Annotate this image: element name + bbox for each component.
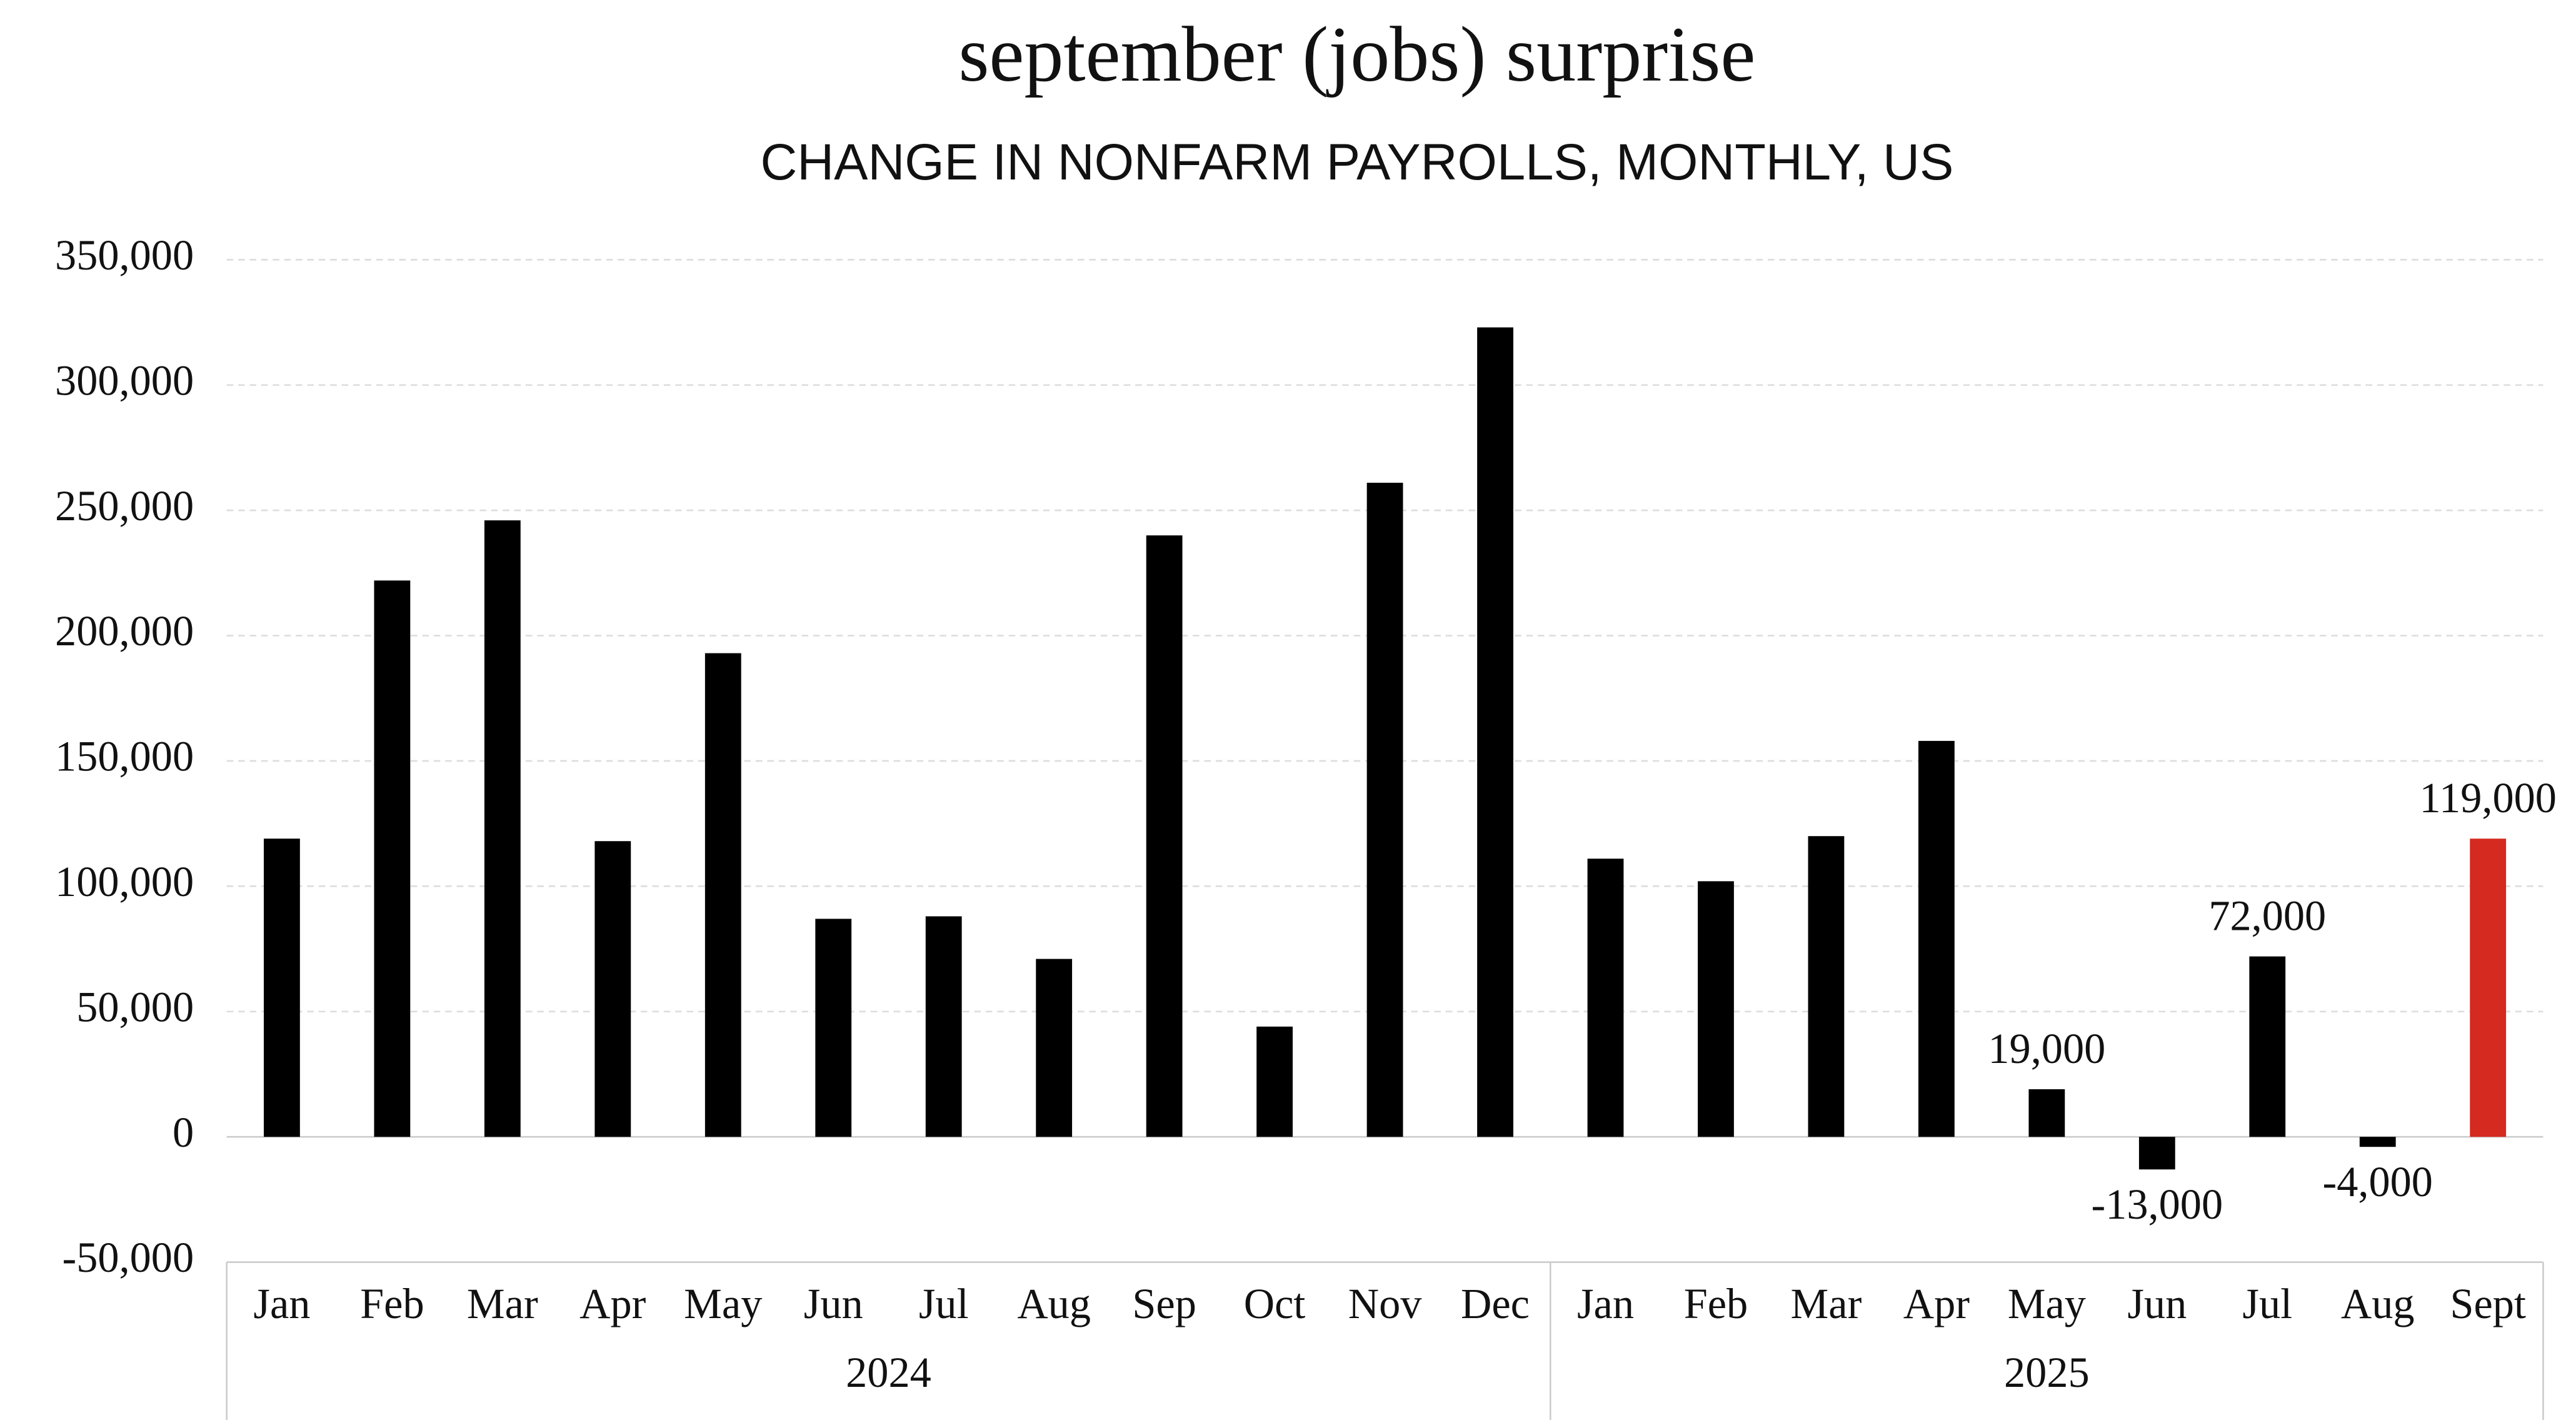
- value-label: -4,000: [2322, 1158, 2432, 1206]
- value-label: 119,000: [2419, 774, 2557, 822]
- bar: [925, 916, 962, 1137]
- x-tick-label: Feb: [1684, 1280, 1748, 1327]
- bar: [1918, 740, 1955, 1137]
- x-tick-label: Jan: [1577, 1280, 1634, 1327]
- y-tick-label: 100,000: [55, 858, 194, 905]
- bar: [1366, 483, 1403, 1137]
- bar: [1698, 881, 1734, 1137]
- x-tick-label: Feb: [360, 1280, 424, 1327]
- bar: [704, 653, 741, 1137]
- y-tick-label: 300,000: [55, 356, 194, 404]
- x-tick-label: Mar: [467, 1280, 538, 1327]
- bar: [1808, 836, 1845, 1137]
- x-tick-label: May: [2008, 1280, 2086, 1327]
- y-tick-label: 200,000: [55, 607, 194, 655]
- x-tick-label: Jun: [2127, 1280, 2187, 1327]
- x-tick-label: Sep: [1132, 1280, 1196, 1327]
- chart-title: september (jobs) surprise: [958, 11, 1755, 98]
- bar: [2138, 1137, 2175, 1170]
- x-tick-label: Jul: [919, 1280, 969, 1327]
- y-tick-label: 350,000: [55, 231, 194, 279]
- value-label: 19,000: [1988, 1025, 2105, 1072]
- group-label: 2025: [2004, 1349, 2090, 1396]
- x-tick-label: Nov: [1348, 1280, 1423, 1327]
- bar: [2359, 1137, 2396, 1147]
- y-tick-label: 250,000: [55, 482, 194, 530]
- x-tick-label: Mar: [1790, 1280, 1862, 1327]
- x-tick-label: Dec: [1461, 1280, 1530, 1327]
- x-tick-label: Aug: [2341, 1280, 2415, 1327]
- bar: [1146, 535, 1183, 1137]
- y-tick-label: 50,000: [76, 983, 194, 1030]
- value-label: 72,000: [2208, 892, 2326, 939]
- x-tick-label: Sept: [2450, 1280, 2525, 1327]
- group-label: 2024: [846, 1349, 931, 1396]
- bar: [1477, 327, 1513, 1137]
- value-label: -13,000: [2091, 1181, 2223, 1228]
- x-tick-label: May: [684, 1280, 762, 1327]
- bar: [2028, 1089, 2065, 1137]
- y-tick-label: -50,000: [62, 1234, 194, 1281]
- x-tick-label: Oct: [1244, 1280, 1306, 1327]
- x-tick-label: Aug: [1017, 1280, 1091, 1327]
- bar: [374, 580, 411, 1137]
- bar: [815, 919, 852, 1137]
- x-tick-label: Jun: [804, 1280, 863, 1327]
- bar: [1587, 859, 1624, 1137]
- bar: [594, 841, 631, 1137]
- bar: [2249, 956, 2286, 1137]
- x-tick-label: Apr: [1903, 1280, 1970, 1327]
- chart-subtitle: CHANGE IN NONFARM PAYROLLS, MONTHLY, US: [760, 134, 1953, 191]
- bar: [264, 838, 300, 1137]
- x-tick-label: Jan: [253, 1280, 310, 1327]
- bar: [1256, 1026, 1293, 1137]
- bar: [484, 520, 521, 1137]
- x-tick-label: Apr: [579, 1280, 646, 1327]
- bar: [2470, 838, 2507, 1137]
- y-tick-label: 150,000: [55, 733, 194, 780]
- y-tick-label: 0: [173, 1109, 194, 1156]
- bar: [1036, 959, 1073, 1137]
- x-tick-label: Jul: [2242, 1280, 2292, 1327]
